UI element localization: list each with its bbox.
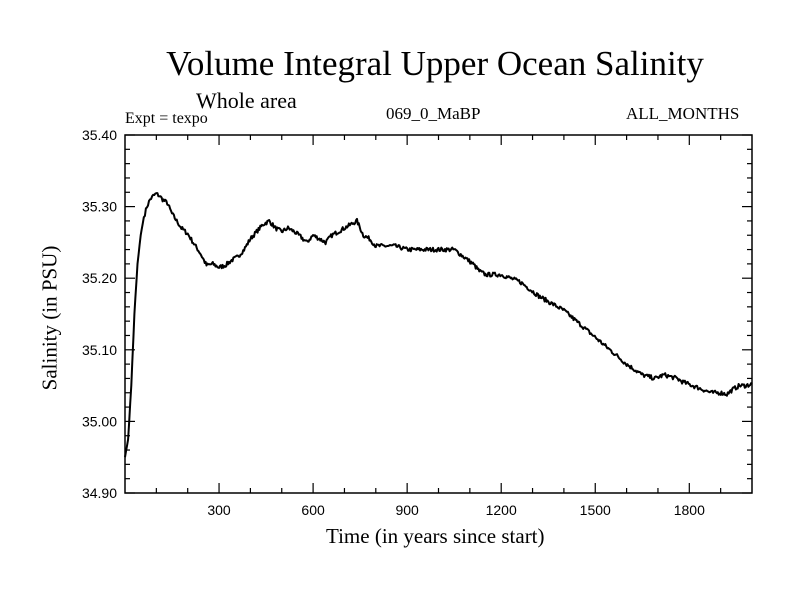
x-tick-label: 1500	[580, 502, 611, 518]
chart-title: Volume Integral Upper Ocean Salinity	[166, 44, 704, 83]
plot-frame	[124, 134, 753, 494]
chart-subtitle: Whole area	[196, 88, 297, 113]
x-tick-label: 1200	[486, 502, 517, 518]
x-tick-label: 900	[395, 502, 419, 518]
y-tick-label: 35.40	[82, 127, 117, 143]
x-tick-label: 1800	[674, 502, 705, 518]
x-tick-label: 300	[207, 502, 231, 518]
run-id-label: 069_0_MaBP	[386, 104, 481, 123]
y-tick-label: 35.00	[82, 413, 117, 429]
salinity-series-line	[124, 192, 753, 458]
months-label: ALL_MONTHS	[626, 104, 740, 123]
y-tick-label: 35.10	[82, 342, 117, 358]
y-tick-label: 35.30	[82, 199, 117, 215]
experiment-label: Expt = texpo	[125, 110, 208, 127]
x-axis-label: Time (in years since start)	[326, 524, 545, 548]
x-tick-label: 600	[301, 502, 325, 518]
y-tick-label: 34.90	[82, 485, 117, 501]
y-tick-label: 35.20	[82, 270, 117, 286]
